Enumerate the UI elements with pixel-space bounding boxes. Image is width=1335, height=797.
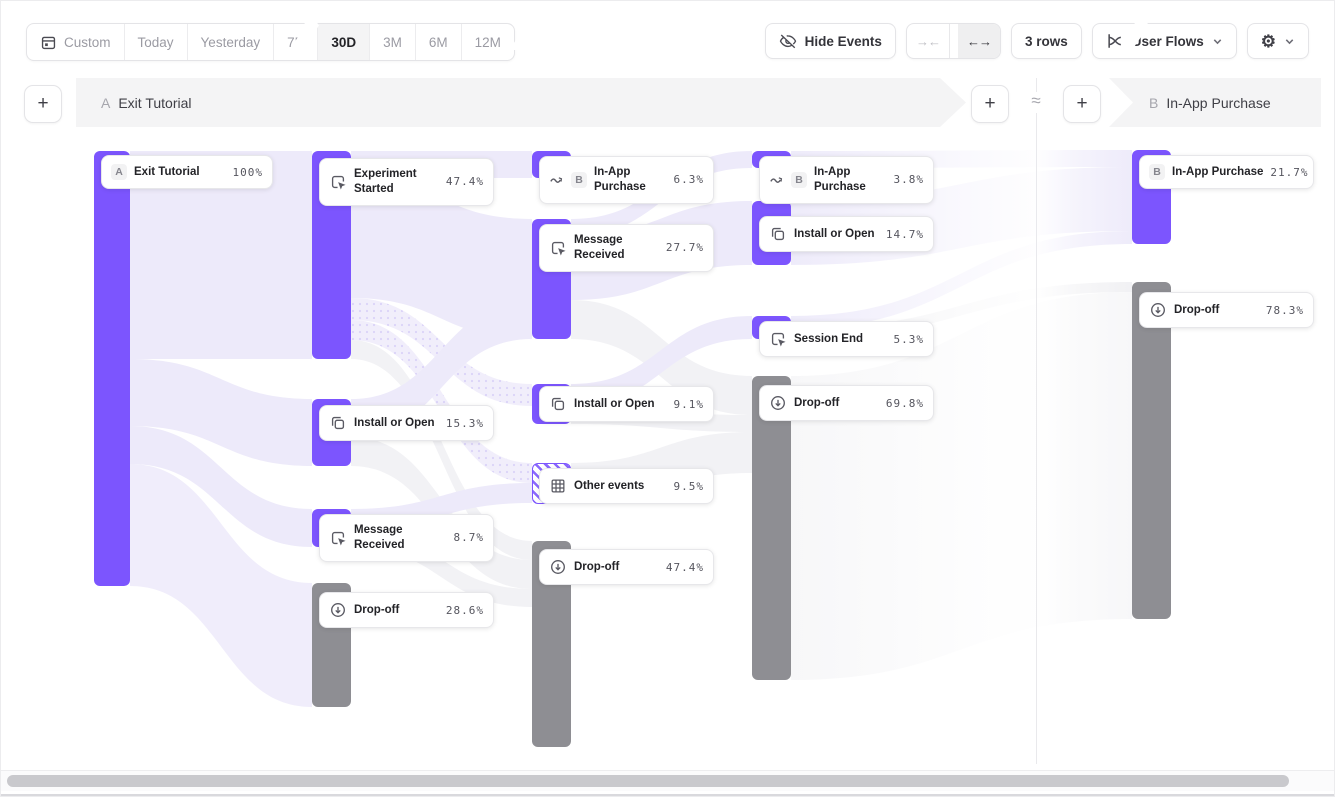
approx-divider: ≈ <box>1031 91 1041 110</box>
horizontal-scrollbar-thumb[interactable] <box>7 775 1289 787</box>
flow-node-exit-tutorial[interactable]: A Exit Tutorial 100% <box>101 155 273 189</box>
event-badge: B <box>1149 164 1165 180</box>
event-badge: A <box>111 164 127 180</box>
flow-ribbon[interactable] <box>130 151 312 359</box>
toolbar-right: Hide Events →← ←→ 3 rows User Flows ⚙ <box>764 23 1309 59</box>
arrow-down-circle-icon <box>1149 301 1167 319</box>
flow-ribbon[interactable] <box>130 464 312 707</box>
date-range-label: Custom <box>64 34 111 50</box>
plus-icon: + <box>1076 93 1088 114</box>
date-range-today[interactable]: Today <box>125 24 188 60</box>
eye-off-icon <box>779 32 797 50</box>
section-a-badge: A <box>101 94 111 111</box>
date-range-custom[interactable]: Custom <box>27 24 125 60</box>
copy-icon <box>549 395 567 413</box>
date-range-6m[interactable]: 6M <box>416 24 462 60</box>
flow-node-in-app-purchase-b[interactable]: B In-App Purchase 21.7% <box>1139 155 1314 189</box>
view-selector-label: User Flows <box>1131 33 1204 49</box>
copy-icon <box>329 414 347 432</box>
add-step-button-a-end[interactable]: + <box>971 85 1009 123</box>
event-badge: B <box>571 171 587 188</box>
calendar-icon <box>40 34 57 51</box>
flow-node-drop-off-b[interactable]: Drop-off 78.3% <box>1139 292 1314 328</box>
section-a-title: Exit Tutorial <box>118 94 192 111</box>
settings-button[interactable]: ⚙ <box>1246 23 1309 59</box>
flow-ribbon[interactable] <box>351 301 532 437</box>
column-width-toggle: →← ←→ <box>905 23 1001 59</box>
plus-icon: + <box>984 93 996 114</box>
flow-node-in-app-purchase[interactable]: B In-App Purchase 3.8% <box>759 156 934 204</box>
chevron-down-icon <box>1284 36 1295 47</box>
flow-node-install-or-open[interactable]: Install or Open 9.1% <box>539 386 714 422</box>
flow-bar-drop-off-b[interactable] <box>1132 282 1171 619</box>
collapse-columns-button[interactable]: →← <box>907 24 950 58</box>
plus-icon: + <box>37 93 49 114</box>
flow-node-session-end[interactable]: Session End 5.3% <box>759 321 934 357</box>
flow-ribbon[interactable] <box>351 340 532 560</box>
flow-node-drop-off[interactable]: Drop-off 47.4% <box>539 549 714 585</box>
flow-ribbon[interactable] <box>571 316 752 407</box>
flow-ribbon[interactable] <box>130 359 312 466</box>
copy-icon <box>769 225 787 243</box>
section-divider-top <box>1036 78 1037 92</box>
section-b-title: In-App Purchase <box>1166 94 1271 111</box>
date-range-picker: Custom Today Yesterday 7D 30D 3M 6M 12M <box>26 23 515 61</box>
flow-bar-drop-off[interactable] <box>752 376 791 680</box>
flow-node-experiment-started[interactable]: Experiment Started 47.4% <box>319 158 494 206</box>
horizontal-scrollbar-track[interactable] <box>1 770 1334 791</box>
arrow-down-circle-icon <box>549 558 567 576</box>
view-selector-button[interactable]: User Flows <box>1091 23 1237 59</box>
jump-arrow-icon <box>769 172 784 187</box>
section-b-banner: B In-App Purchase <box>1109 78 1321 127</box>
flow-bar-exit-tutorial[interactable] <box>94 151 130 586</box>
hide-events-button[interactable]: Hide Events <box>764 23 896 59</box>
flow-node-message-received[interactable]: Message Received 27.7% <box>539 224 714 272</box>
flow-ribbon[interactable] <box>791 231 1132 329</box>
event-badge: B <box>791 171 807 188</box>
window-bottom-edge <box>1 794 1334 796</box>
flow-ribbon[interactable] <box>351 320 532 483</box>
flow-node-drop-off[interactable]: Drop-off 69.8% <box>759 385 934 421</box>
date-range-yesterday[interactable]: Yesterday <box>188 24 275 60</box>
arrow-down-circle-icon <box>329 601 347 619</box>
expand-columns-button[interactable]: ←→ <box>957 24 1000 58</box>
flow-node-in-app-purchase[interactable]: B In-App Purchase 6.3% <box>539 156 714 204</box>
arrow-down-circle-icon <box>769 394 787 412</box>
flow-node-message-received[interactable]: Message Received 8.7% <box>319 514 494 562</box>
cursor-click-icon <box>329 173 347 191</box>
flow-node-other-events[interactable]: Other events 9.5% <box>539 468 714 504</box>
section-a-banner: A Exit Tutorial <box>76 78 966 127</box>
rows-button[interactable]: 3 rows <box>1010 23 1082 59</box>
cursor-click-icon <box>769 330 787 348</box>
section-b-badge: B <box>1149 94 1159 111</box>
add-step-button-b-start[interactable]: + <box>1063 85 1101 123</box>
chevron-down-icon <box>1212 36 1223 47</box>
add-step-button-left[interactable]: + <box>24 85 62 123</box>
cursor-click-icon <box>329 529 347 547</box>
gear-icon: ⚙ <box>1260 31 1276 51</box>
jump-arrow-icon <box>549 172 564 187</box>
date-range-12m[interactable]: 12M <box>474 34 501 50</box>
grid-icon <box>549 477 567 495</box>
date-range-30d[interactable]: 30D <box>318 24 371 60</box>
rows-label: 3 rows <box>1024 33 1068 49</box>
flow-ribbon[interactable] <box>351 178 532 339</box>
flow-node-install-or-open[interactable]: Install or Open 14.7% <box>759 216 934 252</box>
flow-ribbon[interactable] <box>130 426 312 547</box>
date-range-3m[interactable]: 3M <box>370 24 416 60</box>
flow-node-install-or-open[interactable]: Install or Open 15.3% <box>319 405 494 441</box>
flow-node-drop-off[interactable]: Drop-off 28.6% <box>319 592 494 628</box>
user-flows-icon <box>1106 32 1124 50</box>
hide-events-label: Hide Events <box>804 33 882 49</box>
cursor-click-icon <box>549 239 567 257</box>
